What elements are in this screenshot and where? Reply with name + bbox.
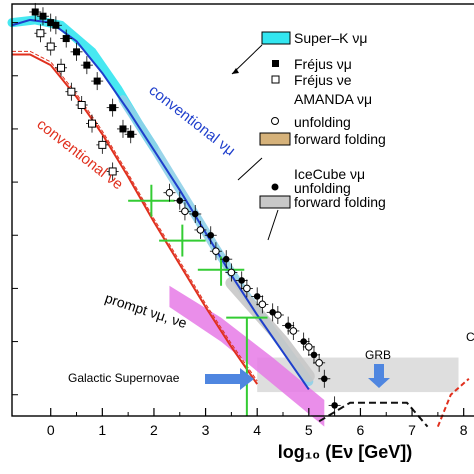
x-tick-label: 2	[150, 422, 158, 438]
amanda-point	[212, 247, 220, 255]
label-edge-c: C	[466, 330, 474, 344]
x-axis-label: log₁₀ (Eν [GeV])	[278, 442, 413, 462]
legend-label-amanda_unf: unfolding	[294, 114, 351, 130]
superk-pointer-head	[232, 68, 239, 74]
legend-marker-icecube	[271, 183, 279, 191]
icecube-point	[284, 322, 292, 329]
legend-label-icecube: IceCube νμ	[294, 166, 365, 182]
label-conventional-e: conventional νe	[34, 116, 127, 194]
frejus-e-point	[46, 42, 55, 51]
frejus-mu-point	[127, 130, 135, 138]
amanda-point	[315, 359, 323, 367]
frejus-mu-point	[47, 19, 55, 27]
legend-label-superk: Super–K νμ	[294, 30, 367, 46]
legend-marker-frejus-mu	[272, 60, 279, 67]
frejus-e-point	[88, 119, 97, 128]
frejus-mu-point	[52, 21, 60, 29]
frejus-mu-point	[83, 61, 91, 69]
icecube-point	[191, 210, 199, 218]
legend-label-icecube_unf: unfolding	[294, 180, 351, 196]
frejus-e-point	[67, 87, 76, 96]
frejus-mu-point	[119, 125, 127, 133]
frejus-e-point	[98, 140, 107, 149]
frejus-mu-point	[93, 77, 101, 85]
frejus-e-point	[36, 29, 45, 38]
frejus-mu-point	[62, 35, 70, 43]
amanda-point	[196, 226, 205, 234]
legend-label-frejus_e: Fréjus νe	[294, 72, 352, 88]
frejus-mu-point	[109, 104, 117, 112]
frejus-mu-point	[31, 8, 39, 16]
legend-marker-icecube-ff	[259, 195, 291, 209]
icecube-point	[269, 309, 276, 316]
grb-curve	[318, 401, 429, 428]
grb-arrow	[368, 364, 390, 388]
x-tick-label: 1	[98, 422, 106, 438]
legend-marker-frejus-e	[271, 75, 280, 84]
legend-label-amanda: AMANDA νμ	[294, 91, 372, 107]
frejus-e-point	[108, 167, 117, 176]
amanda-point	[227, 268, 236, 277]
icecube-point	[300, 338, 307, 345]
curve-conv_e	[12, 53, 259, 385]
plot-area	[7, 2, 470, 428]
icecube-point	[207, 231, 215, 239]
curve-conv-e-dash	[12, 50, 258, 382]
x-tick-label: 8	[460, 422, 468, 438]
legend-label-icecube_ff: forward folding	[294, 194, 386, 210]
plot-frame	[11, 3, 474, 417]
frejus-e-point	[57, 63, 66, 72]
icecube-point	[176, 197, 184, 204]
label-conventional-mu: conventional νμ	[146, 82, 239, 160]
legend-marker-amanda-ff	[259, 132, 291, 146]
x-axis: 0 1 2 3 4 5 6 7 8	[11, 3, 474, 438]
x-tick-label: 3	[202, 422, 210, 438]
icecube-point	[238, 277, 246, 284]
icecube-point	[253, 293, 261, 300]
amanda-point	[165, 188, 174, 197]
frejus-e-point	[77, 101, 86, 110]
amanda-point	[305, 343, 313, 351]
amanda-point	[258, 300, 267, 309]
frejus-mu-point	[39, 12, 47, 20]
x-tick-label: 7	[408, 422, 416, 438]
legend-marker-amanda	[271, 117, 279, 125]
legend-label-frejus_mu: Fréjus νμ	[294, 56, 352, 72]
amanda-pointer	[237, 157, 263, 181]
x-tick-label: 0	[47, 422, 55, 438]
x-tick-label: 6	[357, 422, 365, 438]
x-tick-label: 5	[305, 422, 313, 438]
legend-label-amanda_ff: forward folding	[294, 131, 386, 147]
icecube-point	[222, 255, 230, 263]
amanda-point	[243, 284, 251, 293]
frejus-mu-point	[73, 48, 81, 56]
icecube-point	[331, 402, 338, 409]
icecube-point	[310, 351, 318, 359]
superk-pointer	[231, 44, 263, 75]
icecube-pointer	[267, 209, 279, 241]
label-galactic-supernovae: Galactic Supernovae	[68, 371, 180, 385]
amanda-point	[181, 207, 189, 216]
band-icecube_ff	[225, 277, 315, 383]
legend-marker-superk	[261, 31, 291, 45]
galactic-arrow	[205, 368, 254, 390]
label-grb: GRB	[365, 348, 391, 362]
amanda-point	[289, 327, 298, 335]
x-tick-label: 4	[253, 422, 261, 438]
icecube-point	[321, 375, 328, 383]
